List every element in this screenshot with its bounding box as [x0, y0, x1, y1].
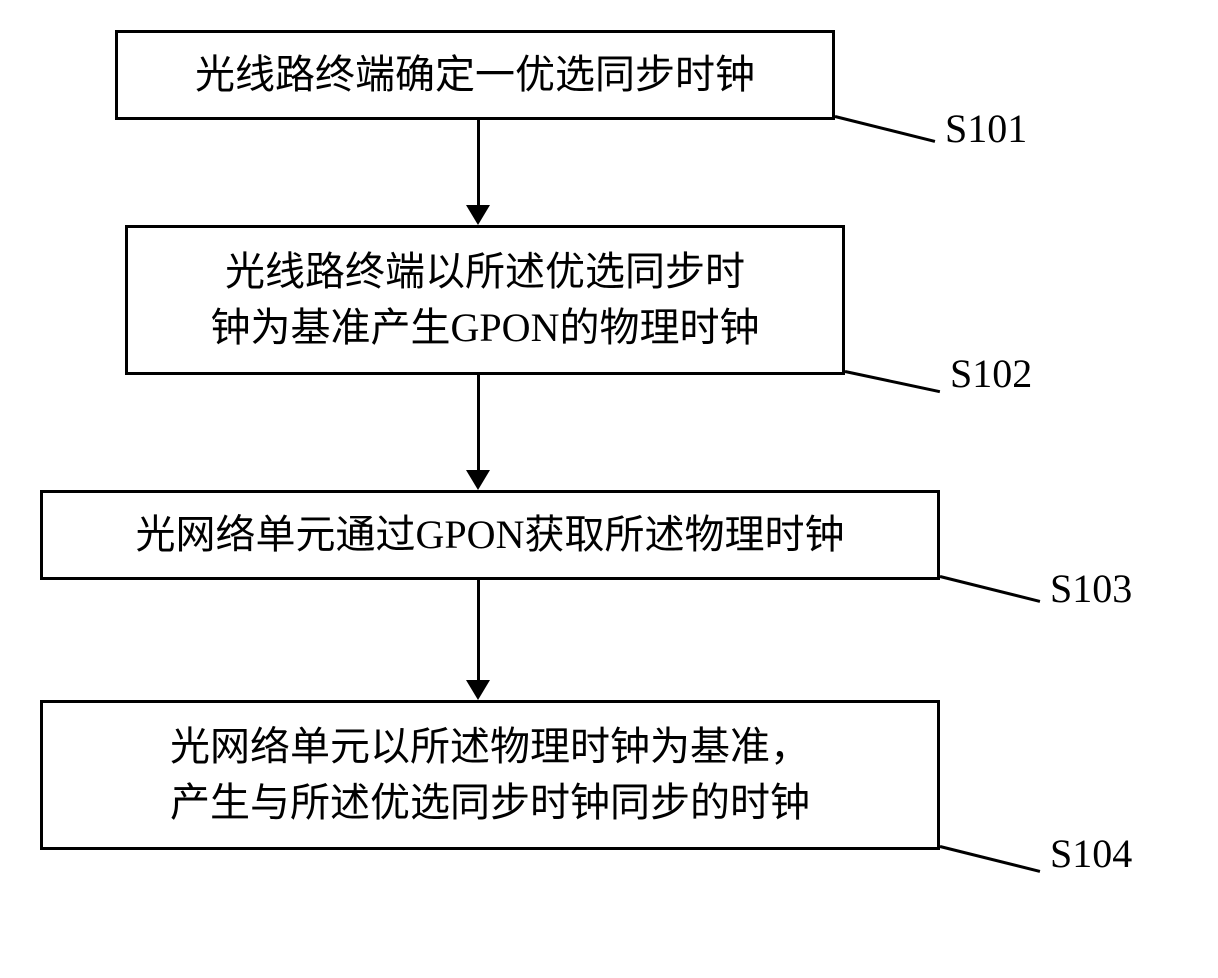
step-label: S104	[1050, 830, 1132, 877]
arrow-head-icon	[466, 205, 490, 225]
node-text: 光线路终端确定一优选同步时钟	[195, 47, 755, 103]
leader-line	[940, 575, 1041, 603]
arrow-head-icon	[466, 470, 490, 490]
flowchart-arrow	[477, 375, 480, 470]
node-text: 光线路终端以所述优选同步时 钟为基准产生GPON的物理时钟	[211, 244, 760, 356]
step-label: S103	[1050, 565, 1132, 612]
flowchart-arrow	[477, 120, 480, 205]
flowchart-node: 光网络单元以所述物理时钟为基准， 产生与所述优选同步时钟同步的时钟	[40, 700, 940, 850]
node-text: 光网络单元以所述物理时钟为基准， 产生与所述优选同步时钟同步的时钟	[170, 719, 810, 831]
step-label: S101	[945, 105, 1027, 152]
leader-line	[845, 370, 941, 393]
node-text: 光网络单元通过GPON获取所述物理时钟	[136, 507, 845, 563]
leader-line	[835, 115, 936, 143]
flowchart-node: 光线路终端以所述优选同步时 钟为基准产生GPON的物理时钟	[125, 225, 845, 375]
flowchart-node: 光线路终端确定一优选同步时钟	[115, 30, 835, 120]
arrow-head-icon	[466, 680, 490, 700]
leader-line	[940, 845, 1041, 873]
flowchart-node: 光网络单元通过GPON获取所述物理时钟	[40, 490, 940, 580]
flowchart-arrow	[477, 580, 480, 680]
step-label: S102	[950, 350, 1032, 397]
flowchart-container: 光线路终端确定一优选同步时钟 S101 光线路终端以所述优选同步时 钟为基准产生…	[0, 0, 1218, 978]
